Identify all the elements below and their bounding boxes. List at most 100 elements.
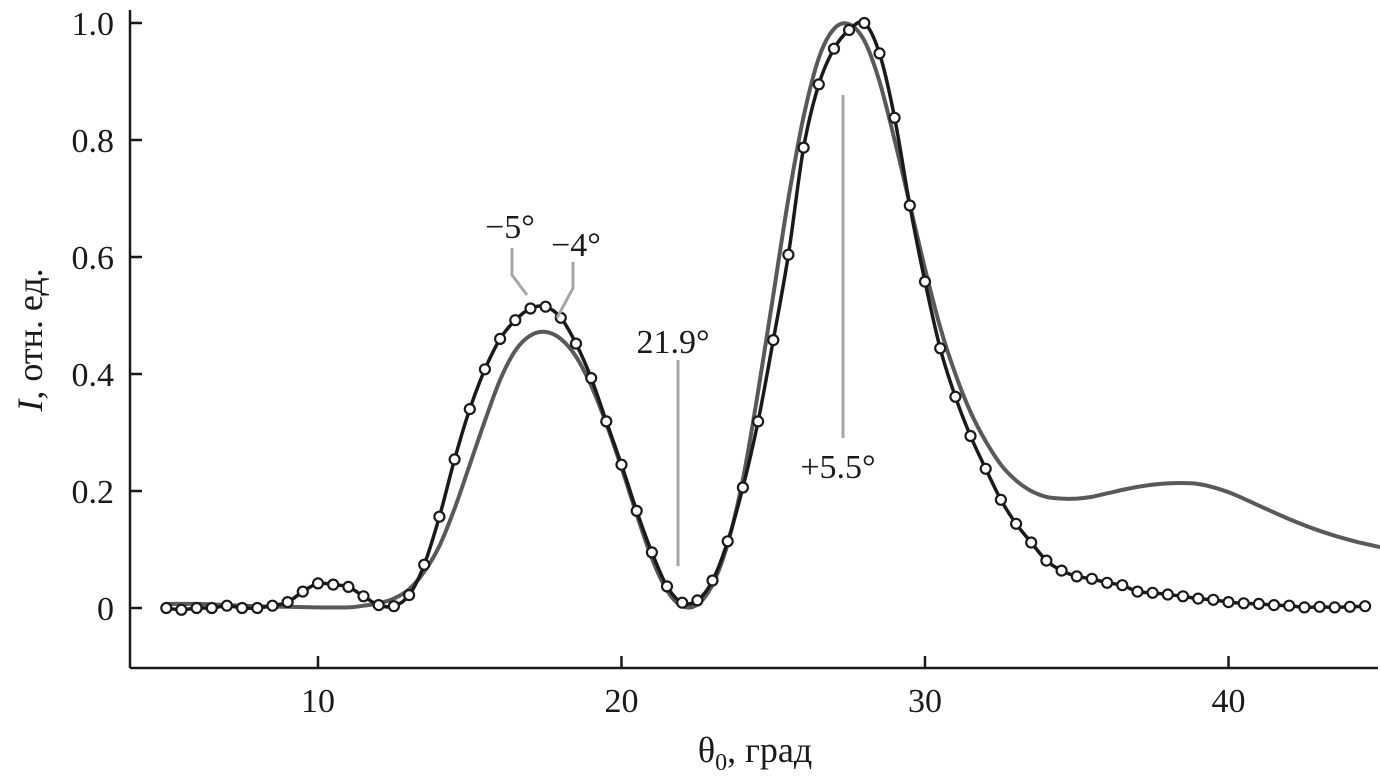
annotation-leader-minus4 [555, 262, 575, 319]
data-point-marker [372, 598, 385, 612]
data-point-marker [630, 504, 643, 517]
data-point-marker [1116, 579, 1129, 592]
data-point-marker [585, 372, 598, 385]
data-point-marker [873, 47, 886, 60]
data-point-marker [1100, 576, 1114, 589]
data-point-marker [842, 23, 856, 37]
data-point-marker [1131, 585, 1144, 598]
data-point-marker [190, 601, 203, 615]
data-point-marker [858, 16, 871, 30]
data-point-marker [736, 481, 750, 494]
y-axis-title-rest: , отн. ед. [10, 268, 50, 399]
series-calculated-line [166, 21, 1380, 610]
data-point-marker [296, 585, 309, 598]
annotation-minus4: −4° [551, 227, 601, 264]
data-point-marker [403, 588, 416, 602]
annotation-minus5: −5° [485, 209, 535, 246]
data-point-marker [615, 458, 628, 471]
data-point-marker [1328, 601, 1341, 614]
data-point-marker [448, 453, 461, 466]
data-point-marker [433, 510, 446, 523]
data-point-marker [1267, 598, 1281, 612]
data-point-marker [979, 462, 992, 475]
data-point-marker [175, 603, 188, 616]
data-point-marker [994, 493, 1008, 506]
y-axis-title: I, отн. ед. [10, 268, 50, 412]
data-point-marker [463, 403, 476, 416]
x-axis-title-sub: 0 [715, 750, 727, 776]
data-point-marker [827, 42, 841, 55]
annotation-plus5-5: +5.5° [800, 449, 875, 486]
data-point-marker [1252, 597, 1265, 611]
data-point-marker [1358, 600, 1372, 613]
data-point-marker [1085, 572, 1099, 585]
data-point-marker [220, 599, 233, 612]
data-point-marker [676, 596, 689, 609]
data-point-marker [1025, 536, 1038, 549]
data-point-marker [327, 578, 340, 591]
data-point-marker [524, 302, 537, 315]
data-point-marker [478, 363, 491, 376]
x-axis-title: θ0, град [698, 730, 812, 776]
data-point-marker [918, 275, 932, 288]
data-point-marker [281, 595, 294, 609]
data-point-marker [964, 429, 977, 443]
data-point-marker [418, 558, 431, 571]
data-point-marker [812, 78, 825, 91]
data-point-marker [1055, 564, 1068, 577]
y-tick-label: 0.8 [72, 123, 115, 160]
data-point-marker [251, 601, 264, 615]
data-point-marker [903, 199, 916, 212]
data-point-marker [1009, 517, 1023, 530]
axes [128, 10, 1378, 670]
x-axis-title-rest: , град [727, 730, 812, 770]
x-tick-label: 40 [1212, 683, 1246, 720]
data-point-marker [509, 314, 522, 327]
y-tick-label: 1.0 [72, 6, 115, 43]
data-point-marker [160, 601, 173, 615]
data-point-marker [600, 415, 613, 428]
annotation-lines [510, 95, 845, 566]
data-point-marker [1298, 601, 1311, 614]
data-point-marker [751, 415, 765, 428]
data-point-marker [706, 574, 719, 587]
data-point-marker [797, 141, 810, 154]
data-point-marker [1040, 554, 1053, 567]
data-point-marker [342, 580, 355, 594]
data-point-marker [569, 337, 583, 350]
data-point-marker [1283, 599, 1296, 612]
y-tick-label: 0 [97, 591, 114, 628]
data-point-marker [782, 248, 795, 261]
data-point-marker [721, 535, 734, 548]
x-tick-label: 10 [301, 683, 335, 720]
series-experimental-line [166, 20, 1366, 612]
y-tick-label: 0.2 [72, 474, 115, 511]
data-point-marker [539, 300, 552, 313]
data-point-marker [949, 390, 962, 403]
data-point-marker [1313, 600, 1326, 613]
data-point-marker [934, 342, 947, 355]
data-point-marker [767, 334, 780, 347]
data-point-marker [357, 590, 370, 603]
data-point-marker [1070, 570, 1083, 583]
annotation-leader-minus5 [510, 248, 529, 296]
data-point-marker [1192, 592, 1205, 605]
data-point-marker [236, 601, 249, 615]
data-point-marker [387, 600, 400, 613]
data-point-marker [660, 580, 674, 593]
ticks: 10 20 30 40 0 0.2 0.4 0.6 0.8 1.0 [72, 6, 1246, 720]
data-point-marker [1343, 600, 1357, 613]
data-point-marker [888, 111, 901, 124]
annotation-21-9: 21.9° [636, 324, 709, 361]
data-point-marker [1237, 597, 1250, 610]
data-point-marker [205, 601, 218, 615]
data-point-marker [1161, 588, 1174, 601]
data-point-marker [1176, 590, 1190, 603]
y-tick-label: 0.6 [72, 240, 115, 277]
data-point-marker [691, 594, 704, 607]
data-point-marker [1146, 586, 1159, 599]
data-point-marker [266, 599, 279, 612]
data-point-marker [1222, 595, 1235, 609]
series-layer [160, 16, 1380, 616]
